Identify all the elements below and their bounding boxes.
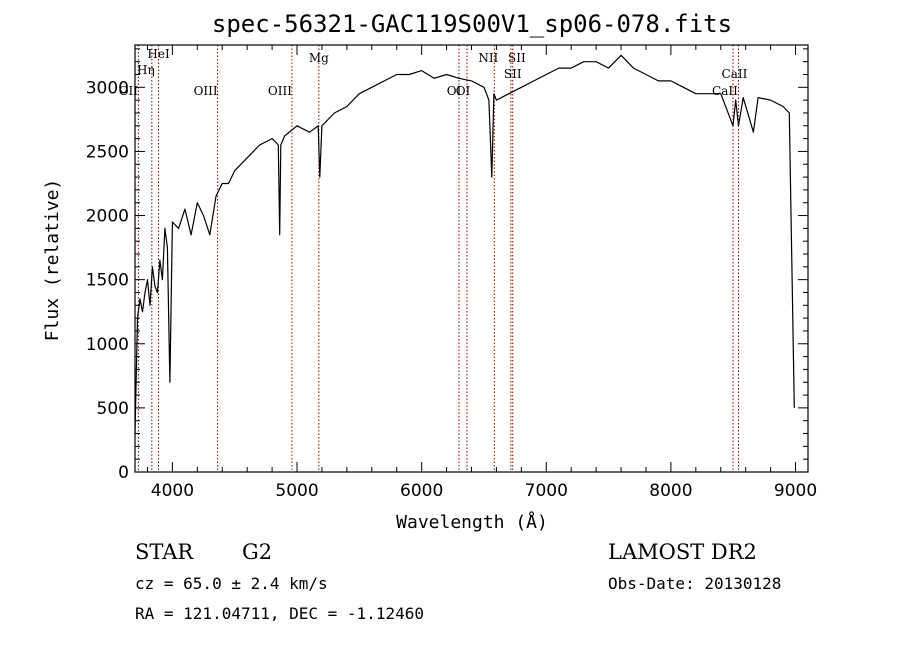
marker-label: SII — [508, 51, 526, 65]
y-tick-label: 500 — [97, 399, 129, 419]
marker-label: Hη — [137, 63, 155, 77]
marker-label: OII — [119, 84, 139, 98]
obs-date-text: Obs-Date: 20130128 — [608, 574, 781, 593]
x-tick-label: 9000 — [774, 481, 817, 501]
object-class: STAR — [135, 540, 194, 564]
plot-border — [134, 44, 809, 473]
marker-label: OIII — [268, 84, 292, 98]
marker-label: OI — [447, 84, 462, 98]
y-tick-label: 2000 — [86, 207, 129, 227]
y-tick-label: 1500 — [86, 271, 129, 291]
spectrum-line — [134, 54, 795, 434]
chart-title: spec-56321-GAC119S00V1_sp06-078.fits — [212, 10, 732, 38]
y-tick-label: 1000 — [86, 335, 129, 355]
x-tick-label: 7000 — [525, 481, 568, 501]
object-subclass: G2 — [242, 540, 272, 564]
redshift-text: cz = 65.0 ± 2.4 km/s — [135, 574, 328, 593]
marker-label: OI — [456, 84, 471, 98]
marker-label: Mg — [309, 51, 329, 65]
x-tick-label: 5000 — [275, 481, 318, 501]
axis-ticks: 4000 5000 6000 7000 8000 9000 0 500 1000 1500 2000… — [86, 45, 817, 501]
survey-name: LAMOST DR2 — [608, 540, 757, 564]
marker-label: SII — [504, 67, 522, 81]
marker-label: CaII — [712, 84, 738, 98]
marker-label: NII — [478, 51, 498, 65]
x-tick-label: 8000 — [649, 481, 692, 501]
y-axis-label: Flux (relative) — [42, 179, 63, 342]
x-tick-label: 4000 — [151, 481, 194, 501]
y-tick-label: 3000 — [86, 78, 129, 98]
marker-label: HeI — [147, 47, 170, 61]
marker-label: CaII — [722, 67, 748, 81]
x-axis-label: Wavelength (Å) — [396, 511, 548, 533]
plot-frame — [134, 44, 809, 473]
y-tick-label: 0 — [118, 463, 129, 483]
marker-label: OIII — [194, 84, 218, 98]
coords-text: RA = 121.04711, DEC = -1.12460 — [135, 604, 424, 623]
x-tick-label: 6000 — [400, 481, 443, 501]
y-tick-label: 2500 — [86, 142, 129, 162]
